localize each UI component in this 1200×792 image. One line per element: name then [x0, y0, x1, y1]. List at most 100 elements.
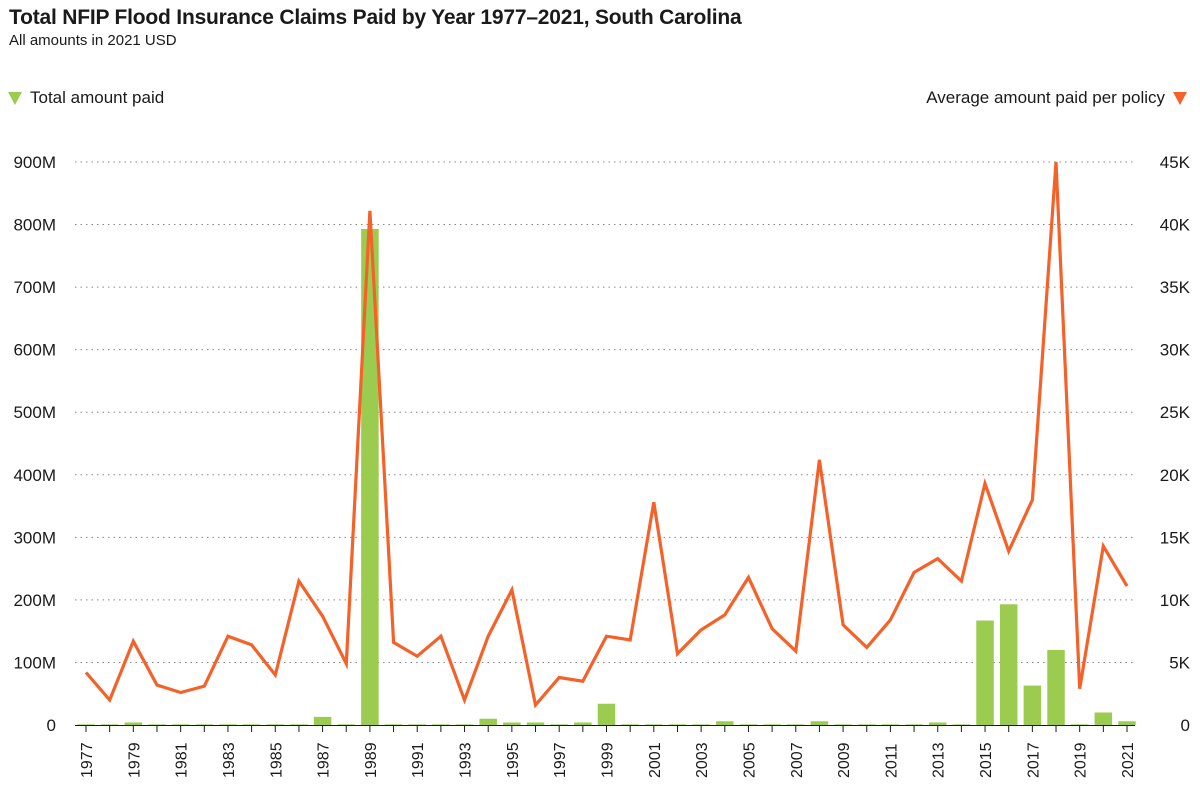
x-tick-label: 1983 [221, 742, 238, 778]
x-tick-label: 1991 [410, 742, 427, 778]
x-tick-label: 2019 [1073, 742, 1090, 778]
left-tick-label: 400M [13, 466, 56, 485]
bar [763, 724, 781, 725]
bar [999, 604, 1018, 725]
left-tick-label: 500M [13, 403, 56, 422]
x-tick-label: 2007 [789, 742, 806, 778]
right-tick-label: 5K [1169, 653, 1190, 672]
right-tick-label: 20K [1160, 466, 1191, 485]
bar [881, 724, 900, 725]
bar [408, 724, 426, 725]
right-tick-label: 10K [1160, 591, 1191, 610]
legend-average-amount: Average amount paid per policy [926, 88, 1187, 108]
chart-header: Total NFIP Flood Insurance Claims Paid b… [9, 4, 742, 50]
x-tick-label: 1997 [552, 742, 569, 778]
left-tick-label: 100M [13, 653, 56, 672]
x-tick-label: 1999 [600, 742, 617, 778]
bar [739, 724, 758, 725]
x-axis: 1977 1979 1981 1983 1985 1987 1989 1991 1993 1995… [75, 725, 1137, 778]
bar [550, 724, 568, 725]
bar [337, 724, 356, 725]
bar [928, 722, 947, 725]
x-tick-label: 1989 [363, 742, 380, 778]
bar [313, 716, 332, 725]
bar [1094, 712, 1113, 725]
bar [361, 228, 379, 725]
triangle-marker-icon [1173, 91, 1187, 105]
right-tick-label: 0 [1181, 716, 1190, 735]
x-tick-label: 2015 [978, 742, 995, 778]
bar [905, 724, 923, 725]
bar [266, 724, 285, 725]
bar [219, 724, 237, 725]
right-tick-label: 25K [1160, 403, 1191, 422]
bar [384, 724, 403, 725]
bar [787, 724, 805, 725]
bar [976, 620, 994, 725]
triangle-marker-icon [8, 91, 22, 105]
x-tick-label: 1985 [268, 742, 285, 778]
bar [834, 724, 852, 725]
left-tick-label: 0 [47, 716, 56, 735]
bar [952, 724, 971, 725]
x-tick-label: 1995 [505, 742, 522, 778]
x-tick-label: 2021 [1120, 742, 1137, 778]
x-tick-label: 2013 [931, 742, 948, 778]
left-tick-label: 800M [13, 216, 56, 235]
bar [692, 724, 710, 725]
bar [668, 724, 687, 725]
bar [716, 721, 734, 725]
left-tick-label: 900M [13, 153, 56, 172]
x-tick-label: 1993 [458, 742, 475, 778]
right-tick-label: 45K [1160, 153, 1191, 172]
x-tick-label: 2017 [1025, 742, 1042, 778]
line-series [84, 161, 1129, 709]
bar [77, 724, 95, 725]
chart-subtitle: All amounts in 2021 USD [9, 32, 177, 49]
bar [195, 724, 214, 725]
legend-total-label: Total amount paid [30, 88, 165, 107]
average-line [84, 161, 1129, 709]
x-tick-label: 2003 [694, 742, 711, 778]
bar [503, 722, 521, 725]
right-tick-label: 30K [1160, 341, 1191, 360]
bar [432, 724, 450, 725]
bar [645, 724, 663, 725]
left-tick-label: 200M [13, 591, 56, 610]
x-tick-label: 1987 [316, 742, 333, 778]
bar [810, 721, 829, 725]
bar [597, 703, 616, 725]
left-tick-label: 300M [13, 528, 56, 547]
left-tick-label: 700M [13, 278, 56, 297]
bar [1047, 649, 1065, 725]
right-tick-label: 40K [1160, 216, 1191, 235]
bar [479, 718, 497, 725]
bar [1118, 721, 1136, 725]
bar [1023, 685, 1042, 725]
x-tick-label: 2011 [883, 743, 900, 778]
right-tick-label: 15K [1160, 528, 1191, 547]
x-tick-label: 1979 [126, 742, 143, 778]
bar [574, 722, 592, 725]
bar [621, 724, 639, 725]
x-tick-label: 1981 [174, 742, 191, 778]
bar [857, 724, 876, 725]
chart-title: Total NFIP Flood Insurance Claims Paid b… [9, 6, 742, 29]
x-tick-label: 2001 [647, 742, 664, 778]
legend-average-label: Average amount paid per policy [926, 88, 1165, 107]
x-tick-label: 2009 [836, 742, 853, 778]
left-y-axis: 0 100M 200M 300M 400M 500M 600M 700M 800M 900M [13, 153, 56, 735]
legend-total-amount: Total amount paid [8, 88, 164, 108]
bar [290, 724, 308, 725]
left-tick-label: 600M [13, 341, 56, 360]
x-tick-label: 2005 [741, 742, 758, 778]
grid-lines [75, 161, 1135, 663]
right-tick-label: 35K [1160, 278, 1191, 297]
right-y-axis: 0 5K 10K 15K 20K 25K 30K 35K 40K 45K [1160, 153, 1191, 735]
bar [1070, 724, 1089, 725]
bar [171, 724, 190, 725]
bar [242, 724, 261, 725]
bar [148, 724, 166, 725]
bar [100, 724, 119, 725]
bar [526, 722, 545, 725]
